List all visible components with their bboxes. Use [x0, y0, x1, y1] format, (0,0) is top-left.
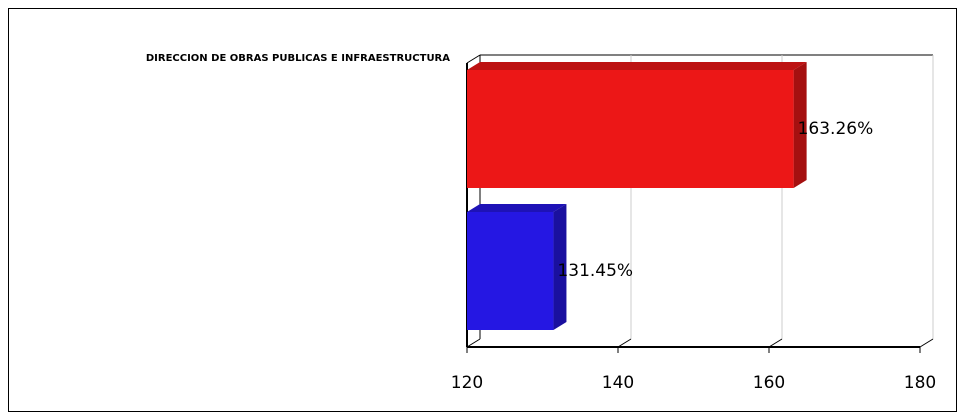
bar-top	[467, 62, 807, 70]
bar-side	[553, 204, 567, 330]
category-label: DIRECCION DE OBRAS PUBLICAS E INFRAESTRU…	[146, 53, 450, 64]
x-tick-label: 180	[904, 373, 936, 393]
x-tick-label: 120	[451, 373, 483, 393]
axis-line	[466, 54, 481, 64]
bar-side	[793, 62, 807, 188]
value-label: 131.45%	[557, 261, 633, 281]
grid-line	[617, 338, 632, 348]
bar	[467, 70, 794, 188]
x-tick-label: 140	[602, 373, 634, 393]
value-label: 163.26%	[798, 119, 874, 139]
grid-line	[768, 338, 783, 348]
x-tick-label: 160	[753, 373, 785, 393]
bar	[467, 212, 554, 330]
bar-top	[467, 204, 567, 212]
axis-line	[466, 338, 481, 348]
frame	[8, 8, 957, 412]
grid-line	[919, 338, 934, 348]
